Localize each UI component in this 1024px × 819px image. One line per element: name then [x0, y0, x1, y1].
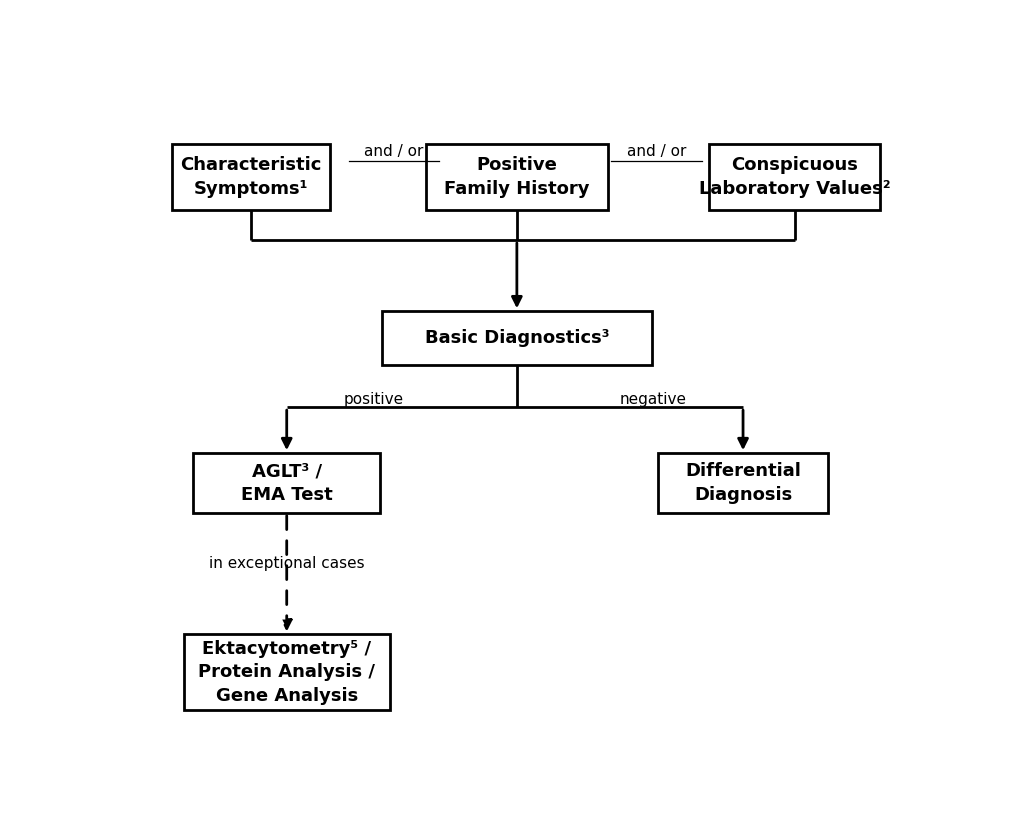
Bar — [194, 453, 380, 513]
Bar — [426, 144, 608, 210]
Text: Positive
Family History: Positive Family History — [444, 156, 590, 198]
Text: Characteristic
Symptoms¹: Characteristic Symptoms¹ — [180, 156, 322, 198]
Text: negative: negative — [620, 391, 687, 406]
Bar — [710, 144, 880, 210]
Bar — [657, 453, 828, 513]
Text: and / or: and / or — [365, 144, 424, 160]
Text: Differential
Diagnosis: Differential Diagnosis — [685, 462, 801, 504]
Bar — [382, 311, 651, 364]
Bar — [183, 634, 390, 710]
Text: AGLT³ /
EMA Test: AGLT³ / EMA Test — [241, 462, 333, 504]
Text: and / or: and / or — [627, 144, 686, 160]
Text: positive: positive — [344, 391, 404, 406]
Text: Conspicuous
Laboratory Values²: Conspicuous Laboratory Values² — [698, 156, 891, 198]
Bar — [172, 144, 331, 210]
Text: in exceptional cases: in exceptional cases — [209, 555, 365, 571]
Text: Ektacytometry⁵ /
Protein Analysis /
Gene Analysis: Ektacytometry⁵ / Protein Analysis / Gene… — [199, 640, 375, 705]
Text: Basic Diagnostics³: Basic Diagnostics³ — [425, 329, 609, 347]
